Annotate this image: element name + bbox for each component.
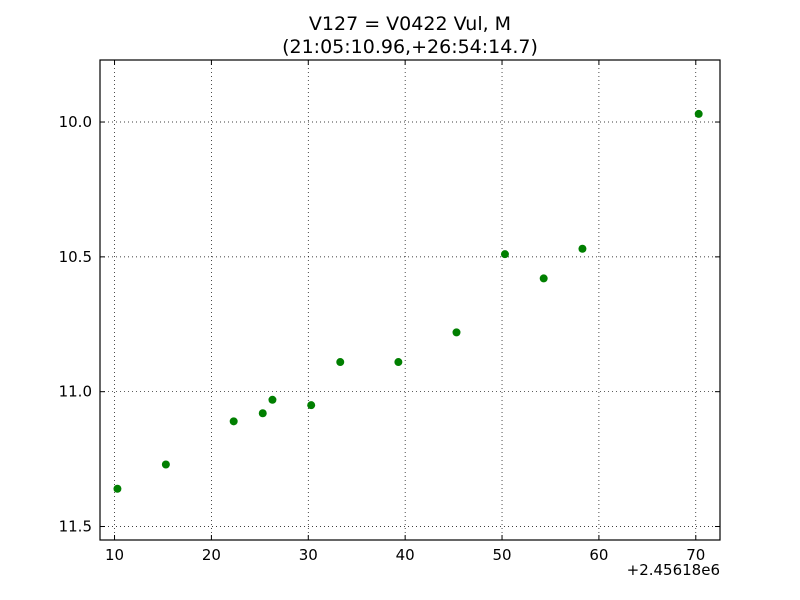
data-point <box>539 274 548 283</box>
data-point <box>258 409 267 418</box>
chart-subtitle: (21:05:10.96,+26:54:14.7) <box>282 36 538 58</box>
data-point <box>307 401 316 410</box>
x-tick-label: 70 <box>686 546 705 564</box>
data-point <box>161 460 170 469</box>
data-point <box>500 250 509 259</box>
axis-ticks <box>100 60 720 540</box>
x-offset-label: +2.45618e6 <box>627 561 720 579</box>
data-point <box>394 358 403 367</box>
x-tick-label: 30 <box>299 546 318 564</box>
data-point <box>452 328 461 337</box>
data-point <box>336 358 345 367</box>
data-point <box>229 417 238 426</box>
plot-frame <box>99 59 721 541</box>
y-tick-label: 11.5 <box>59 518 92 536</box>
y-tick-label: 11.0 <box>59 383 92 401</box>
x-tick-label: 40 <box>396 546 415 564</box>
data-point <box>113 484 122 493</box>
x-tick-label: 50 <box>492 546 511 564</box>
grid-lines <box>100 60 720 540</box>
data-point <box>268 395 277 404</box>
y-tick-label: 10.0 <box>59 113 92 131</box>
data-point <box>578 244 587 253</box>
data-points <box>113 109 703 493</box>
data-point <box>694 109 703 118</box>
y-tick-label: 10.5 <box>59 248 92 266</box>
chart-title: V127 = V0422 Vul, M <box>309 13 511 35</box>
tick-labels: 10 20 30 40 50 60 70 10.0 10.5 11.0 11.5 <box>59 113 706 564</box>
x-tick-label: 20 <box>202 546 221 564</box>
x-tick-label: 10 <box>105 546 124 564</box>
x-tick-label: 60 <box>589 546 608 564</box>
